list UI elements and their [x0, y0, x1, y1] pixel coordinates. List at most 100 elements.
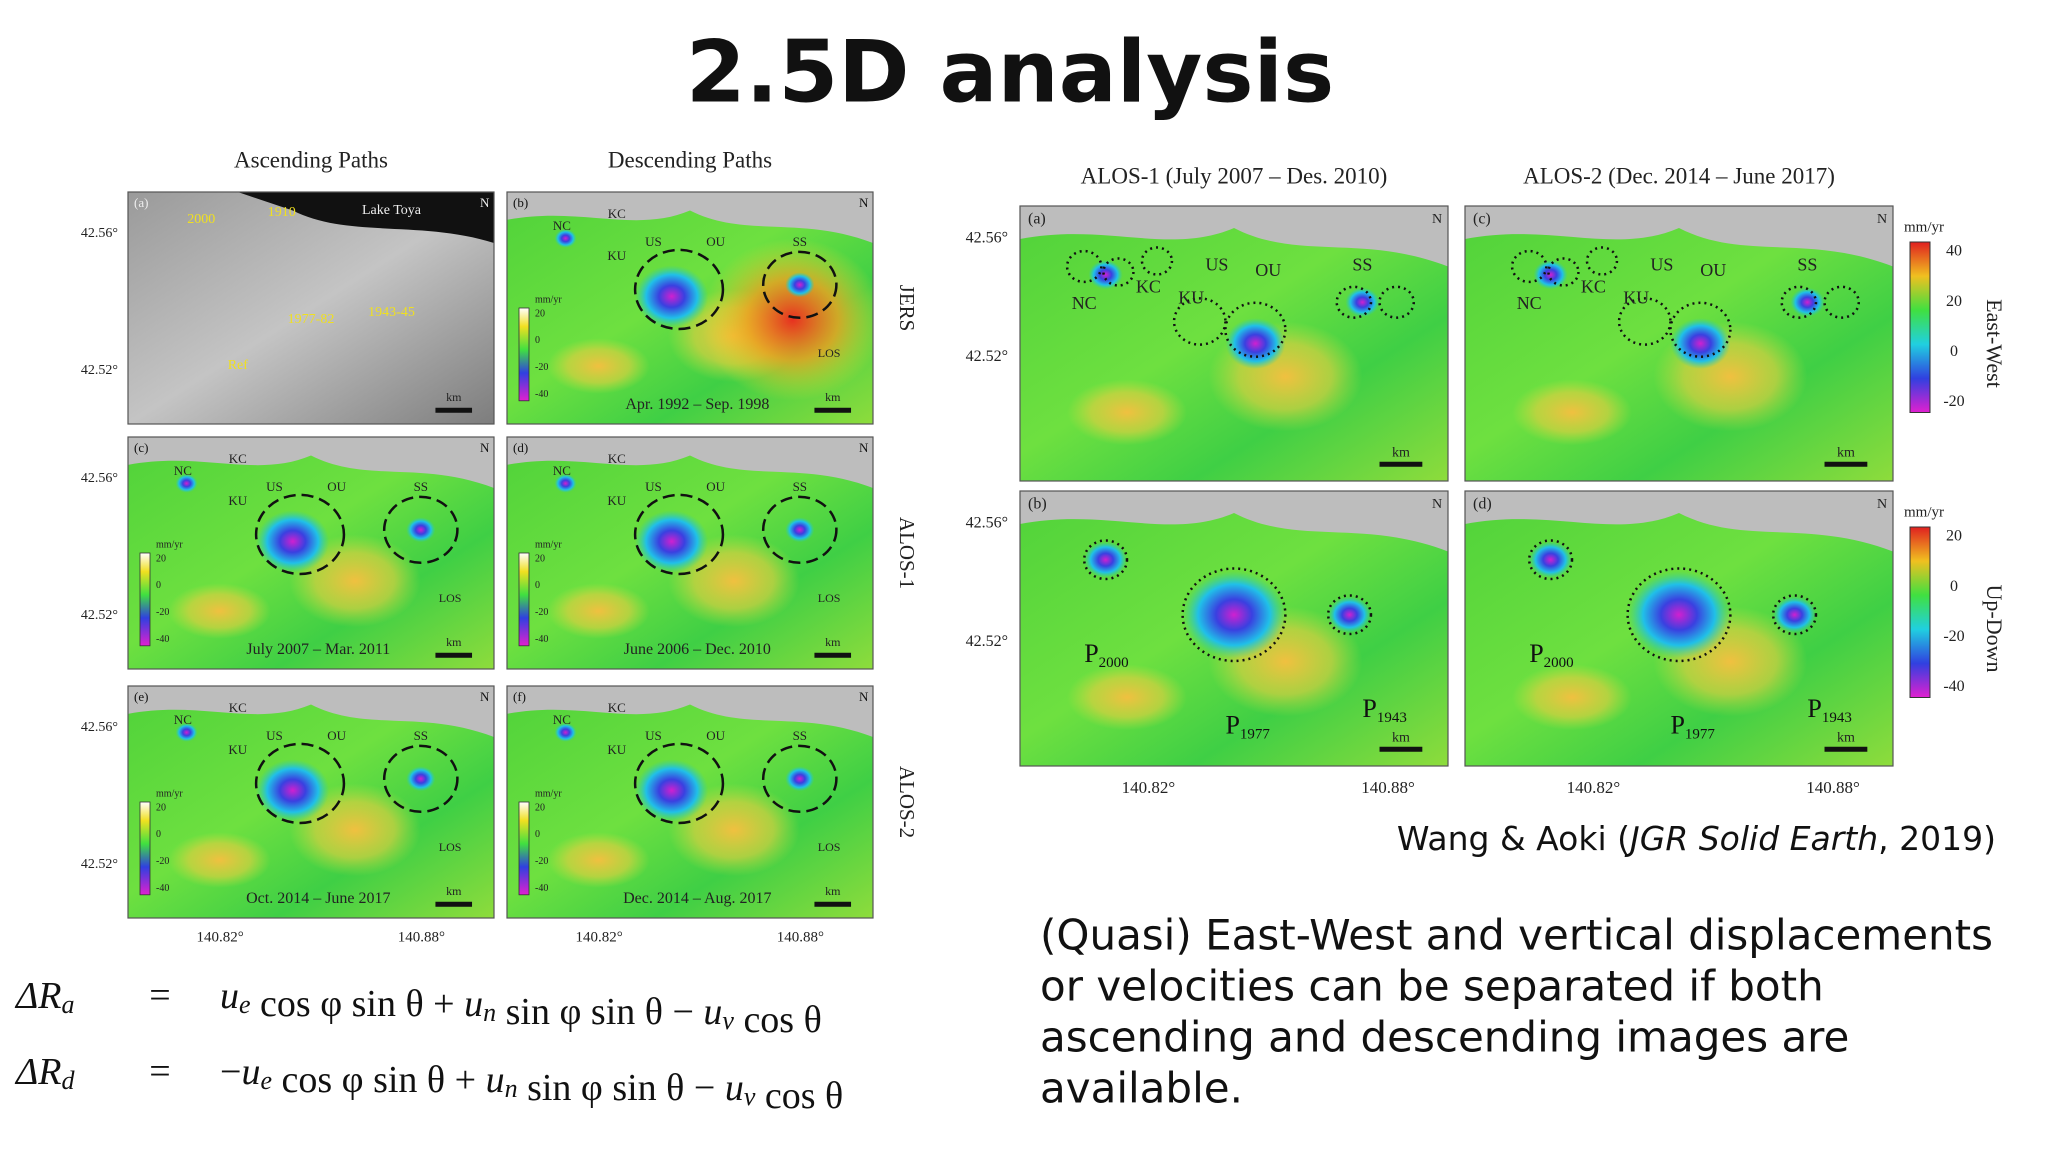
site-label: US [645, 479, 662, 494]
source-ring [761, 250, 838, 319]
source-year: 1977 [1240, 727, 1271, 743]
lon-tick: 140.82° [575, 929, 622, 945]
citation-part: , 2019) [1878, 819, 1996, 858]
site-label: US [1205, 255, 1228, 275]
colorbar-tick: 0 [535, 829, 540, 840]
map-panel [506, 191, 874, 425]
deformation [635, 265, 709, 328]
equation-rhs: −ue cos φ sin θ + un sin φ sin θ − uv co… [220, 1051, 843, 1117]
source-ring [761, 495, 838, 564]
map-content [1465, 491, 1893, 766]
operator-text: cos θ [734, 999, 822, 1041]
site-label: KC [229, 700, 247, 715]
source-letter: P [1084, 639, 1098, 668]
site-label: NC [553, 463, 571, 478]
colorbar-tick: -20 [1943, 628, 1964, 645]
site-label: SS [414, 479, 428, 494]
warm-zone [1512, 379, 1632, 446]
scale-label: km [1837, 446, 1855, 461]
deformation [635, 759, 709, 822]
map-panel [506, 685, 874, 919]
deformation [1225, 318, 1286, 369]
site-label: KC [1136, 277, 1161, 297]
var-sub: n [505, 1074, 518, 1103]
map-content [1020, 491, 1448, 766]
column-title: Ascending Paths [234, 147, 388, 172]
deformation [1773, 596, 1816, 633]
colorbar-tick: 20 [156, 802, 166, 813]
lhs-symbol: ΔR [14, 975, 62, 1017]
site-label: SS [1352, 255, 1372, 275]
deformation [1182, 571, 1286, 659]
deformation [635, 510, 709, 573]
colorbar [139, 801, 151, 896]
colorbar-tick: -40 [156, 883, 169, 894]
body-line: (Quasi) East-West and vertical displacem… [1040, 911, 1993, 960]
deformation [785, 517, 815, 543]
date-label: July 2007 – Mar. 2011 [246, 641, 390, 658]
panel-border [1464, 490, 1894, 767]
source-letter: P [1225, 710, 1239, 739]
colorbar-unit: mm/yr [1904, 219, 1944, 235]
north-label: N [859, 440, 869, 455]
map-panel [1019, 490, 1449, 767]
panel-border [506, 685, 874, 919]
los-label: LOS [818, 840, 841, 854]
relief-label: 1977-82 [288, 312, 335, 327]
colorbar-label: Up-Down [1982, 585, 2007, 673]
source-ring [1065, 249, 1103, 284]
scale-label: km [825, 635, 841, 649]
source-ring [1669, 301, 1732, 358]
source-label: P1943 [1807, 694, 1851, 726]
colorbar [518, 307, 530, 402]
site-label: NC [1517, 293, 1542, 313]
north-label: N [859, 195, 869, 210]
map-content [507, 437, 873, 669]
source-ring [1172, 297, 1227, 346]
equation-relation: = [149, 1051, 170, 1093]
colorbar [518, 801, 530, 896]
scale-label: km [1837, 731, 1855, 746]
date-label: Apr. 1992 – Sep. 1998 [625, 396, 769, 413]
site-label: OU [1255, 260, 1281, 280]
site-label: SS [1797, 255, 1817, 275]
scale-bar [1379, 461, 1423, 467]
sea [507, 192, 873, 244]
row-label: ALOS-2 [895, 766, 919, 838]
source-ring [761, 744, 838, 813]
slide-title: 2.5D analysis [686, 22, 1334, 122]
colorbar-unit: mm/yr [535, 539, 562, 550]
map-content [128, 437, 494, 669]
deformation [554, 229, 577, 248]
date-label: June 2006 – Dec. 2010 [624, 641, 771, 658]
north-label: N [1877, 497, 1887, 512]
source-year: 1943 [1822, 710, 1852, 726]
map-content [128, 686, 494, 918]
scale-label: km [825, 884, 841, 898]
scale-label: km [1392, 446, 1410, 461]
map-panel [127, 685, 495, 919]
var-sub: n [483, 998, 496, 1027]
row-label: JERS [895, 285, 919, 332]
source-ring [1771, 594, 1818, 636]
map-panel [1019, 205, 1449, 482]
colorbar-tick: -20 [535, 607, 548, 618]
source-year: 2000 [1099, 655, 1129, 671]
source-year: 2000 [1544, 655, 1574, 671]
deformation [785, 272, 815, 298]
colorbar-tick: -20 [535, 362, 548, 373]
deformation [1533, 260, 1568, 290]
source-ring [1527, 539, 1574, 581]
source-ring [1626, 567, 1732, 663]
deformation [256, 759, 330, 822]
sea [507, 437, 873, 489]
site-label: OU [706, 728, 725, 743]
map-content [507, 192, 873, 424]
row-label: ALOS-1 [895, 517, 919, 589]
site-label: SS [793, 479, 807, 494]
deformation [1084, 541, 1127, 578]
operator-text: sin φ sin θ − [496, 991, 703, 1033]
source-ring [1547, 257, 1580, 287]
panel-letter: (d) [513, 440, 528, 455]
